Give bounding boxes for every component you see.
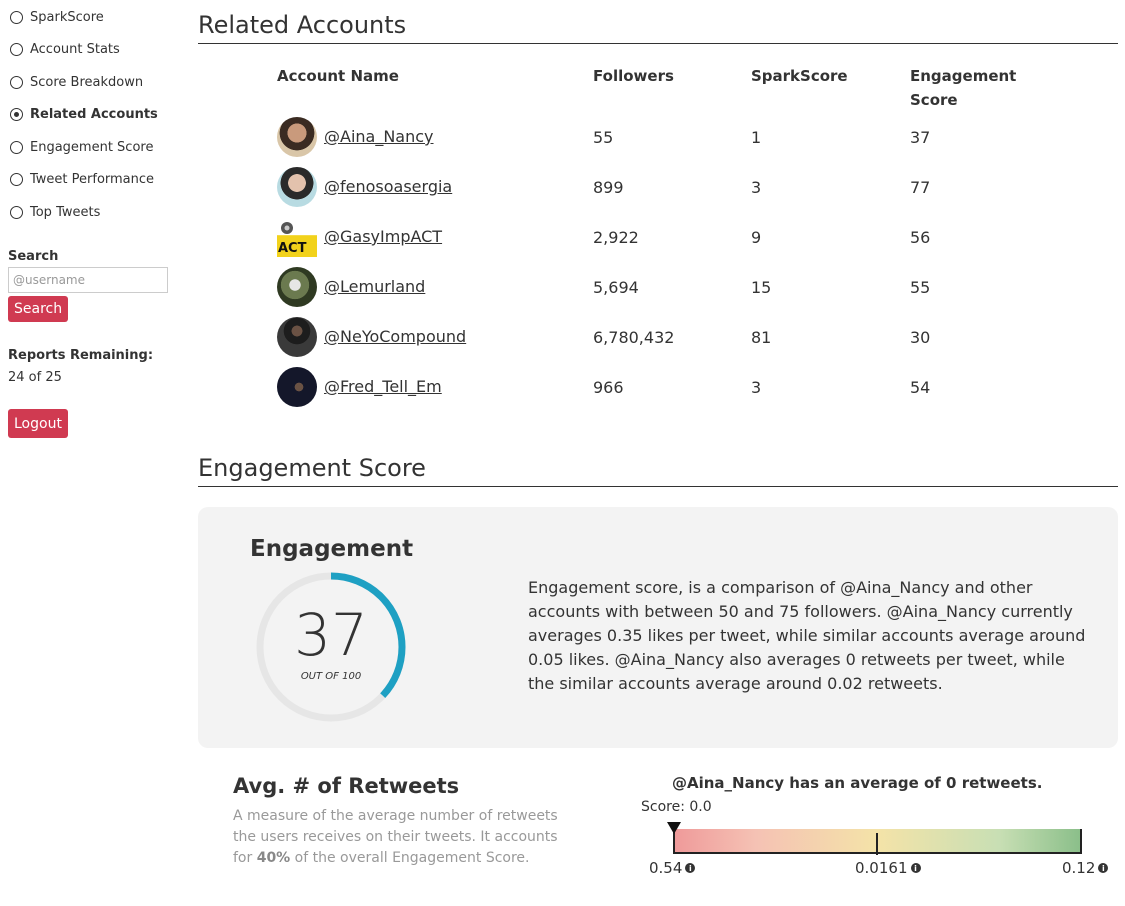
radio-icon (10, 172, 23, 186)
sidebar-item-label: SparkScore (30, 9, 104, 25)
table-row: @Fred_Tell_Em 966 3 54 (277, 367, 1077, 407)
engagement-card (198, 507, 1118, 748)
avatar (277, 367, 317, 407)
score-marker-icon (667, 822, 681, 834)
account-link[interactable]: @GasyImpACT (324, 227, 443, 246)
scale-label-max: 0.12 i (1062, 859, 1109, 877)
scale-label-text: 0.0161 (855, 859, 908, 877)
sidebar-item-score-breakdown[interactable]: Score Breakdown (10, 72, 143, 92)
sparkscore-cell: 15 (751, 278, 772, 297)
followers-cell: 6,780,432 (593, 328, 675, 347)
section-divider (198, 486, 1118, 487)
table-row: ACT @GasyImpACT 2,922 9 56 (277, 217, 1077, 257)
sidebar-item-top-tweets[interactable]: Top Tweets (10, 202, 100, 222)
sidebar-item-label: Account Stats (30, 41, 120, 57)
retweets-weight: 40% (256, 850, 291, 866)
followers-cell: 966 (593, 378, 624, 397)
account-link[interactable]: @Aina_Nancy (324, 127, 434, 146)
followers-cell: 2,922 (593, 228, 639, 247)
engagement-cell: 30 (910, 328, 931, 347)
scale-label-text: 0.54 (649, 859, 683, 877)
avatar (277, 267, 317, 307)
engagement-cell: 37 (910, 128, 931, 147)
column-header-account-name: Account Name (277, 67, 399, 85)
table-row: @NeYoCompound 6,780,432 81 30 (277, 317, 1077, 357)
sparkscore-cell: 9 (751, 228, 762, 247)
account-link[interactable]: @NeYoCompound (324, 327, 467, 346)
avatar (277, 167, 317, 207)
avatar: ACT (277, 217, 317, 257)
account-link[interactable]: @Lemurland (324, 277, 426, 296)
radio-icon (10, 140, 23, 154)
engagement-description: Engagement score, is a comparison of @Ai… (528, 578, 1086, 693)
engagement-cell: 54 (910, 378, 931, 397)
sparkscore-cell: 81 (751, 328, 772, 347)
avatar (277, 317, 317, 357)
scale-label-mid: 0.0161 i (855, 859, 921, 877)
radio-icon (10, 75, 23, 89)
sidebar-item-engagement-score[interactable]: Engagement Score (10, 137, 153, 157)
scale-midpoint-tick (876, 833, 878, 855)
radio-icon (10, 205, 23, 219)
sparkscore-cell: 3 (751, 378, 762, 397)
info-icon[interactable]: i (685, 863, 696, 873)
table-row: @Lemurland 5,694 15 55 (277, 267, 1077, 307)
sparkscore-cell: 1 (751, 128, 762, 147)
column-header-sparkscore: SparkScore (751, 67, 848, 85)
engagement-cell: 77 (910, 178, 931, 197)
sparkscore-cell: 3 (751, 178, 762, 197)
retweets-average-text: @Aina_Nancy has an average of 0 retweets… (672, 774, 1043, 792)
retweets-score-text: Score: 0.0 (641, 799, 712, 815)
retweets-title: Avg. # of Retweets (233, 774, 460, 798)
reports-remaining-value: 24 of 25 (8, 370, 62, 385)
sidebar-item-sparkscore[interactable]: SparkScore (10, 7, 104, 27)
section-title-engagement-score: Engagement Score (198, 454, 426, 482)
info-icon[interactable]: i (910, 863, 921, 873)
sidebar-item-label: Score Breakdown (30, 74, 144, 90)
svg-text:ACT: ACT (278, 241, 307, 256)
radio-selected-icon (10, 107, 23, 121)
reports-remaining-label: Reports Remaining: (8, 348, 154, 363)
engagement-cell: 56 (910, 228, 931, 247)
sidebar-item-related-accounts[interactable]: Related Accounts (10, 104, 158, 124)
engagement-card-title: Engagement (250, 536, 414, 562)
account-link[interactable]: @fenosoasergia (324, 177, 453, 196)
column-header-followers: Followers (593, 67, 674, 85)
column-header-engagement-score: Engagement Score (910, 67, 1017, 109)
sidebar-item-tweet-performance[interactable]: Tweet Performance (10, 169, 154, 189)
avatar (277, 117, 317, 157)
retweets-description-text: of the overall Engagement Score. (290, 850, 530, 866)
retweets-description: A measure of the average number of retwe… (233, 806, 573, 869)
search-button[interactable]: Search (8, 296, 69, 322)
sidebar-item-label: Top Tweets (30, 204, 101, 220)
sidebar-item-label: Tweet Performance (30, 171, 155, 187)
table-row: @fenosoasergia 899 3 77 (277, 167, 1077, 207)
followers-cell: 899 (593, 178, 624, 197)
engagement-cell: 55 (910, 278, 931, 297)
sidebar-item-label: Related Accounts (30, 106, 158, 122)
section-divider (198, 43, 1118, 44)
radio-icon (10, 42, 23, 56)
table-row: @Aina_Nancy 55 1 37 (277, 117, 1077, 157)
gasyimpact-logo-icon: ACT (278, 222, 307, 256)
account-link[interactable]: @Fred_Tell_Em (324, 377, 442, 396)
info-icon[interactable]: i (1098, 863, 1109, 873)
search-input[interactable] (8, 267, 168, 293)
logout-button[interactable]: Logout (8, 409, 68, 438)
section-title-related-accounts: Related Accounts (198, 11, 407, 39)
search-label: Search (8, 249, 59, 264)
sidebar-item-label: Engagement Score (30, 139, 154, 155)
scale-label-text: 0.12 (1062, 859, 1096, 877)
sidebar-item-account-stats[interactable]: Account Stats (10, 39, 120, 59)
followers-cell: 55 (593, 128, 614, 147)
scale-label-min: 0.54 i (649, 859, 696, 877)
engagement-gauge (256, 572, 406, 722)
engagement-score-value: 37 (294, 601, 368, 669)
retweets-description-text: A measure of the average number of retwe… (233, 808, 558, 866)
radio-icon (10, 10, 23, 24)
engagement-score-sub: OUT OF 100 (300, 671, 362, 682)
gauge-arc (256, 572, 406, 722)
followers-cell: 5,694 (593, 278, 639, 297)
